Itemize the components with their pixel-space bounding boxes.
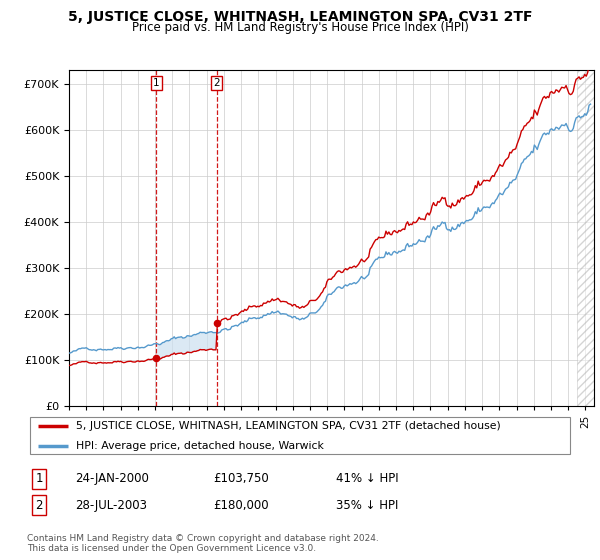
Point (212, 319, 221, 328)
Text: 5, JUSTICE CLOSE, WHITNASH, LEAMINGTON SPA, CV31 2TF: 5, JUSTICE CLOSE, WHITNASH, LEAMINGTON S… (68, 10, 532, 24)
Point (151, 354, 161, 363)
Text: £103,750: £103,750 (213, 472, 269, 486)
Polygon shape (577, 70, 594, 406)
Text: Price paid vs. HM Land Registry's House Price Index (HPI): Price paid vs. HM Land Registry's House … (131, 21, 469, 34)
Text: HPI: Average price, detached house, Warwick: HPI: Average price, detached house, Warw… (76, 441, 324, 451)
Text: 1: 1 (153, 78, 160, 88)
Text: 41% ↓ HPI: 41% ↓ HPI (336, 472, 398, 486)
Text: 1: 1 (35, 472, 43, 486)
Text: 35% ↓ HPI: 35% ↓ HPI (336, 498, 398, 512)
FancyBboxPatch shape (30, 417, 570, 454)
Text: 5, JUSTICE CLOSE, WHITNASH, LEAMINGTON SPA, CV31 2TF (detached house): 5, JUSTICE CLOSE, WHITNASH, LEAMINGTON S… (76, 421, 501, 431)
Text: 28-JUL-2003: 28-JUL-2003 (75, 498, 147, 512)
Text: £180,000: £180,000 (213, 498, 269, 512)
Text: 24-JAN-2000: 24-JAN-2000 (75, 472, 149, 486)
Text: 2: 2 (35, 498, 43, 512)
Text: Contains HM Land Registry data © Crown copyright and database right 2024.
This d: Contains HM Land Registry data © Crown c… (27, 534, 379, 553)
Text: 2: 2 (213, 78, 220, 88)
